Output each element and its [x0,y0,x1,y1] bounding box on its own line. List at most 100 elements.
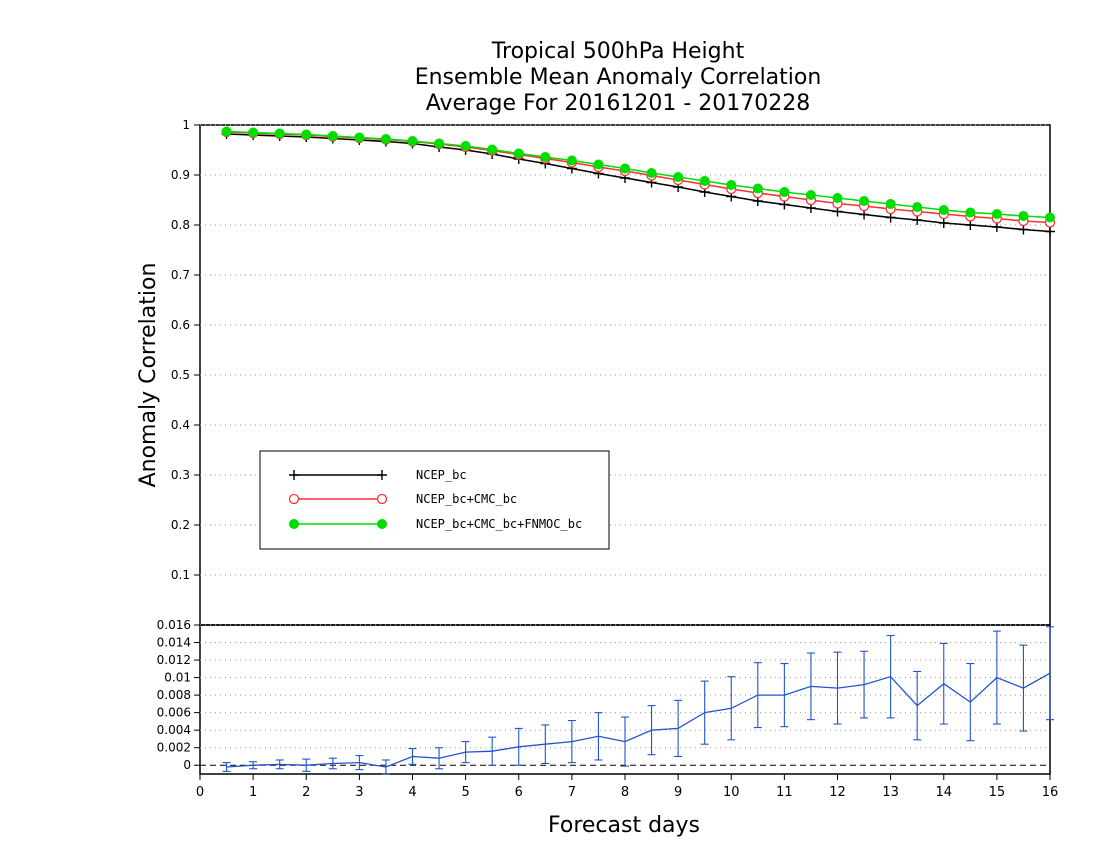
difference-y-tick-label: 0.008 [157,688,191,702]
main-y-tick-label: 0.5 [171,368,190,382]
series-point [593,159,604,170]
series-point [912,202,923,212]
main-y-tick-label: 0.2 [171,518,190,532]
legend-label: NCEP_bc+CMC_bc+FNMOC_bc [416,517,582,531]
difference-line [226,672,1051,768]
legend-swatch-marker [289,470,299,480]
series-point [407,136,418,146]
series-point [487,144,498,155]
series-line [226,131,1051,224]
x-ticks: 0 1 2 3 4 5 6 7 8 9 10 11 12 13 14 15 16 [196,774,1058,800]
series-point [938,218,949,228]
x-tick-label: 12 [829,785,846,800]
series-point [566,155,577,166]
x-tick-label: 13 [882,785,899,800]
x-axis-label: Forecast days [548,813,700,838]
x-tick-label: 2 [302,785,310,800]
series-point [221,126,232,137]
series-point [1018,224,1029,235]
chart-title-line-3: Average For 20161201 - 20170228 [426,91,811,116]
difference-series-group [222,626,1054,775]
series-point [620,163,630,174]
legend: NCEP_bc NCEP_bc+CMC_bc NCEP_bc+CMC_bc+FNMO… [259,450,610,550]
difference-y-tick-label: 0 [183,758,191,772]
series-point [513,148,524,159]
x-tick-label: 0 [196,785,204,800]
series-point [380,134,391,144]
series-point [779,187,790,197]
series-point [805,190,816,200]
error-bar [222,762,231,772]
x-tick-label: 9 [674,785,682,800]
series-point [301,129,312,140]
series-point [885,212,896,223]
series-point [673,172,684,182]
legend-box [259,450,610,550]
series-point [460,141,471,151]
series-point [752,183,763,194]
legend-swatch-marker [377,470,387,480]
x-tick-label: 14 [935,785,952,800]
series-NCEP_bc+CMC_bc [221,126,1056,228]
legend-swatch-marker [289,519,299,529]
main-y-tick-label: 0.8 [171,218,190,232]
difference-y-tick-label: 0.016 [157,618,191,632]
series-point [540,152,551,162]
difference-y-tick-label: 0.01 [164,671,191,685]
legend-swatch-marker [376,493,388,505]
legend-item: NCEP_bc+CMC_bc [288,492,517,506]
main-y-tick-label: 1 [182,118,190,132]
difference-y-tick-label: 0.014 [157,636,191,650]
chart-title: Tropical 500hPa Height Ensemble Mean Ano… [415,39,822,116]
series-point [965,207,976,218]
legend-label: NCEP_bc+CMC_bc [416,492,517,506]
main-y-tick-label: 0.6 [171,318,190,332]
series-NCEP_bc+CMC_bc+FNMOC_bc [221,126,1055,223]
difference-y-tick-label: 0.012 [157,653,191,667]
series-point [965,220,976,230]
series-point [912,215,923,225]
x-tick-label: 3 [355,785,363,800]
legend-item: NCEP_bc+CMC_bc+FNMOC_bc [289,517,582,531]
x-tick-label: 4 [408,785,416,800]
series-point [274,128,285,139]
main-y-tick-label: 0.4 [171,418,190,432]
x-tick-label: 10 [723,785,740,800]
series-point [354,132,365,143]
x-tick-label: 1 [249,785,257,800]
legend-swatch-marker [288,493,300,505]
y-axis-label: Anomaly Correlation [136,263,161,488]
main-y-tick-label: 0.1 [171,568,190,582]
x-tick-label: 15 [989,785,1006,800]
series-point [327,131,338,141]
difference-y-ticks: 0 0.002 0.004 0.006 0.008 0.01 0.012 0.014 0.016 [157,618,200,772]
x-tick-label: 7 [568,785,576,800]
series-point [646,168,657,178]
series-point [885,199,896,209]
series-point [434,138,445,149]
difference-y-tick-label: 0.006 [157,706,191,720]
series-point [859,196,870,206]
main-series-group [221,126,1056,237]
main-y-tick-label: 0.9 [171,168,190,182]
series-point [832,193,843,203]
series-line [226,133,1051,233]
series-point [1045,212,1055,223]
legend-item: NCEP_bc [289,468,467,482]
chart-title-line-2: Ensemble Mean Anomaly Correlation [415,65,822,90]
legend-label: NCEP_bc [416,468,467,482]
legend-items: NCEP_bc NCEP_bc+CMC_bc NCEP_bc+CMC_bc+FNMO… [288,468,582,531]
x-tick-label: 16 [1042,785,1059,800]
series-point [699,176,710,186]
x-tick-label: 11 [776,785,793,800]
series-NCEP_bc [221,129,1055,237]
series-point [859,209,870,220]
main-y-tick-label: 0.7 [171,268,190,282]
main-y-tick-label: 0.3 [171,468,190,482]
difference-y-tick-label: 0.002 [157,741,191,755]
chart-title-line-1: Tropical 500hPa Height [491,39,745,64]
x-tick-label: 6 [515,785,523,800]
series-point [938,205,949,215]
series-point [991,209,1002,219]
